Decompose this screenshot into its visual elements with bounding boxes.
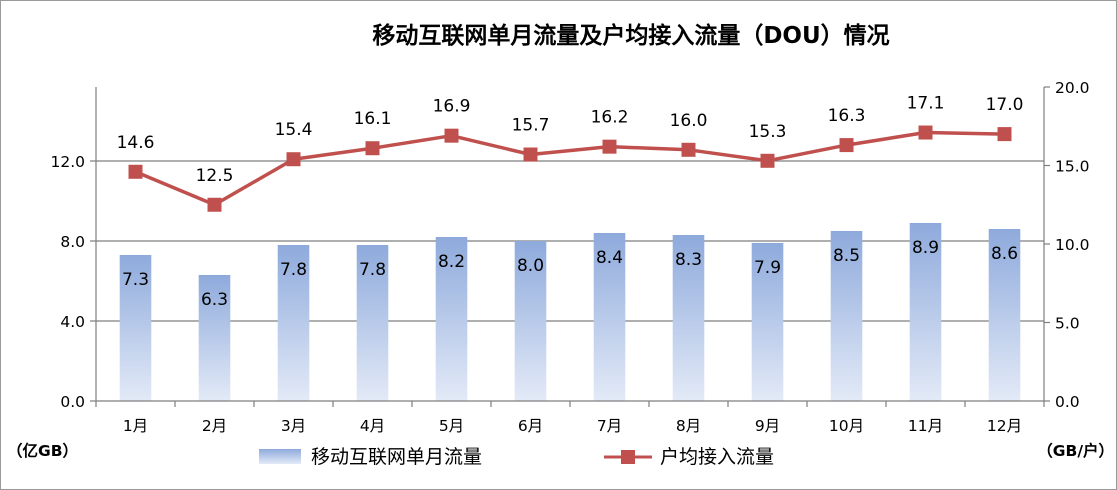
- line-marker: [286, 152, 301, 167]
- bar-series: [119, 223, 1021, 401]
- bar-data-label: 8.0: [517, 256, 544, 276]
- line-marker: [523, 147, 538, 162]
- bar-data-label: 8.4: [596, 248, 623, 268]
- bar: [356, 245, 389, 401]
- x-tick-label: 2月: [202, 417, 227, 435]
- x-tick-label: 1月: [123, 417, 148, 435]
- bar-data-label: 7.8: [280, 260, 307, 280]
- bar: [198, 275, 231, 401]
- bar-data-label: 8.5: [833, 246, 860, 266]
- line-marker: [365, 141, 380, 156]
- legend-bar-swatch: [259, 449, 301, 464]
- left-axis-unit: （亿GB）: [7, 441, 78, 460]
- gridlines: [96, 160, 1044, 322]
- x-tick-label: 4月: [360, 417, 385, 435]
- left-tick-label: 8.0: [60, 233, 85, 251]
- line-data-label: 15.3: [749, 122, 787, 142]
- line-data-label: 16.0: [670, 111, 708, 131]
- bar-data-label: 7.3: [122, 270, 149, 290]
- x-tick-label: 3月: [281, 417, 306, 435]
- bar: [672, 235, 705, 401]
- bar-data-label: 6.3: [201, 290, 228, 310]
- bar: [435, 237, 468, 401]
- left-tick-label: 0.0: [60, 393, 85, 411]
- bar: [751, 243, 784, 401]
- x-tick-label: 8月: [676, 417, 701, 435]
- bar-data-label: 8.2: [438, 252, 465, 272]
- bar: [909, 223, 942, 401]
- line-path: [134, 130, 1005, 207]
- line-data-label: 16.2: [591, 108, 629, 128]
- line-marker: [681, 142, 696, 157]
- bar-data-label: 7.9: [754, 258, 781, 278]
- right-tick-label: 0.0: [1055, 393, 1080, 411]
- right-axis-unit: （GB/户）: [1037, 441, 1114, 460]
- line-data-label: 16.1: [354, 109, 392, 129]
- legend-line-label: 户均接入流量: [660, 446, 774, 468]
- legend: 移动互联网单月流量 户均接入流量: [259, 446, 774, 468]
- legend-bar-label: 移动互联网单月流量: [311, 446, 482, 468]
- bar: [119, 255, 152, 401]
- bar-data-label: 8.6: [991, 244, 1018, 264]
- line-data-label: 12.5: [196, 166, 234, 186]
- x-tick-label: 10月: [829, 417, 864, 435]
- x-tick-label: 9月: [755, 417, 780, 435]
- bar-data-label: 8.3: [675, 250, 702, 270]
- line-data-label: 17.0: [986, 95, 1024, 115]
- line-marker: [839, 138, 854, 153]
- line-data-label: 14.6: [117, 133, 155, 153]
- line-marker: [760, 153, 775, 168]
- line-data-label: 15.7: [512, 116, 550, 136]
- line-data-label: 15.4: [275, 120, 313, 140]
- axes: 0.0 4.0 8.0 12.0 0.0 5.0 10.0 15.0 20.0 1月 2月 3月 4月 5…: [50, 79, 1089, 435]
- bar: [988, 229, 1021, 401]
- right-tick-label: 5.0: [1055, 315, 1080, 333]
- x-tick-label: 7月: [597, 417, 622, 435]
- bar-data-label: 7.8: [359, 260, 386, 280]
- line-data-label: 17.1: [907, 94, 945, 114]
- x-tick-label: 11月: [908, 417, 943, 435]
- right-tick-label: 20.0: [1055, 79, 1090, 97]
- line-series: [128, 125, 1012, 212]
- line-data-label: 16.9: [433, 97, 471, 117]
- right-tick-label: 10.0: [1055, 236, 1090, 254]
- chart-title: 移动互联网单月流量及户均接入流量（DOU）情况: [372, 22, 889, 49]
- bar: [830, 231, 863, 401]
- bar-data-label: 8.9: [912, 238, 939, 258]
- bar: [277, 245, 310, 401]
- line-marker: [918, 125, 933, 140]
- legend-line-marker: [621, 450, 635, 464]
- right-tick-label: 15.0: [1055, 158, 1090, 176]
- line-marker: [128, 164, 143, 179]
- left-tick-label: 12.0: [50, 153, 85, 171]
- x-tick-label: 12月: [987, 417, 1022, 435]
- line-marker: [997, 127, 1012, 142]
- x-tick-label: 6月: [518, 417, 543, 435]
- line-data-labels: 14.6 12.5 15.4 16.1 16.9 15.7 16.2 16.0 15.3 16.3…: [117, 94, 1024, 186]
- bar: [593, 233, 626, 401]
- left-tick-label: 4.0: [60, 313, 85, 331]
- bar: [514, 241, 547, 401]
- line-marker: [444, 128, 459, 143]
- bar-data-labels: 7.3 6.3 7.8 7.8 8.2 8.0 8.4 8.3 7.9 8.5 8.9 8.6: [122, 238, 1018, 310]
- line-data-label: 16.3: [828, 106, 866, 126]
- line-marker: [602, 139, 617, 154]
- line-marker: [207, 197, 222, 212]
- x-tick-label: 5月: [439, 417, 464, 435]
